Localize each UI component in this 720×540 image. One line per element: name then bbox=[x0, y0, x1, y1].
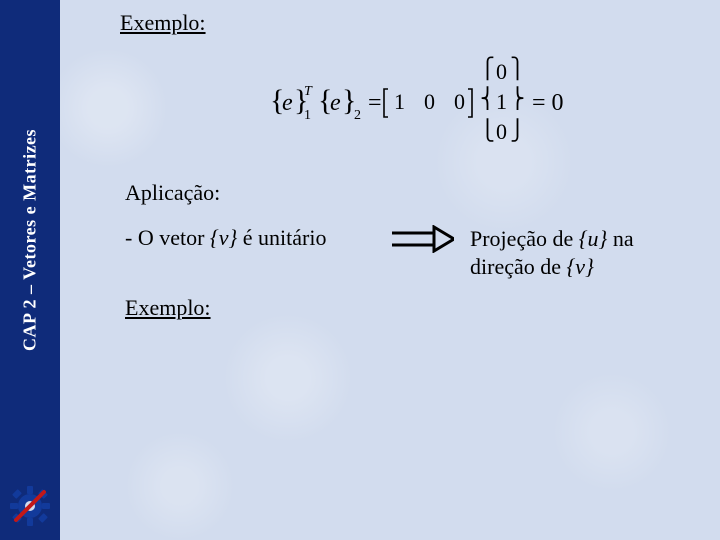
heading-exemplo-bottom: Exemplo: bbox=[125, 295, 211, 321]
vector-u: {u} bbox=[579, 226, 608, 251]
svg-text:0: 0 bbox=[496, 119, 507, 144]
svg-text:0: 0 bbox=[496, 59, 507, 84]
svg-text:⎩: ⎩ bbox=[480, 118, 495, 142]
svg-text:=: = bbox=[368, 90, 382, 116]
svg-text:⎬: ⎬ bbox=[510, 86, 525, 111]
svg-text:⎭: ⎭ bbox=[510, 118, 525, 142]
formula-block: { e } T 1 { e } 2 = 1 0 0 bbox=[270, 55, 610, 150]
svg-text:T: T bbox=[304, 84, 313, 99]
proj-line1-b: na bbox=[607, 226, 633, 251]
vector-v: {v} bbox=[210, 225, 237, 250]
content-area: Exemplo: { e } T 1 { e } 2 = bbox=[60, 0, 720, 540]
formula-e1: e bbox=[282, 90, 293, 116]
slide-root: CAP 2 – Vetores e Matrizes E bbox=[0, 0, 720, 540]
vector-v-dir: {v} bbox=[567, 254, 594, 279]
sidebar: CAP 2 – Vetores e Matrizes bbox=[0, 0, 60, 540]
svg-text:0: 0 bbox=[424, 89, 435, 114]
proj-line2-a: direção de bbox=[470, 254, 567, 279]
gear-logo-icon bbox=[8, 484, 52, 528]
bullet-suffix: é unitário bbox=[237, 225, 326, 250]
heading-aplicacao: Aplicação: bbox=[125, 180, 220, 206]
svg-text:⎧: ⎧ bbox=[480, 56, 495, 81]
sidebar-title: CAP 2 – Vetores e Matrizes bbox=[20, 129, 41, 351]
svg-text:2: 2 bbox=[354, 108, 361, 123]
formula-e2: e bbox=[330, 90, 341, 116]
svg-text:= 0: = 0 bbox=[532, 90, 564, 116]
svg-text:1: 1 bbox=[304, 108, 311, 123]
svg-text:⎨: ⎨ bbox=[480, 86, 495, 111]
svg-text:0: 0 bbox=[454, 89, 465, 114]
svg-text:⎫: ⎫ bbox=[510, 56, 525, 81]
projection-text: Projeção de {u} na direção de {v} bbox=[470, 225, 634, 280]
bullet-prefix: - O vetor bbox=[125, 225, 210, 250]
proj-line1-a: Projeção de bbox=[470, 226, 579, 251]
heading-exemplo-top: Exemplo: bbox=[120, 10, 206, 36]
svg-text:1: 1 bbox=[394, 89, 405, 114]
bullet-vector-unitario: - O vetor {v} é unitário bbox=[125, 225, 327, 251]
implies-arrow-icon bbox=[390, 225, 454, 253]
svg-text:1: 1 bbox=[496, 89, 507, 114]
